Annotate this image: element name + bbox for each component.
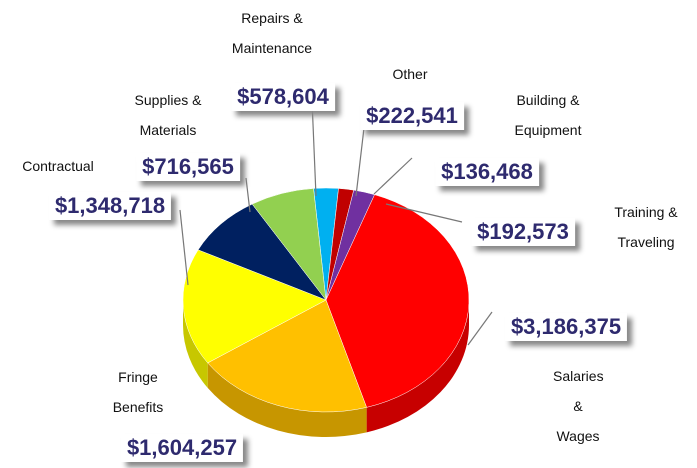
slice-side: [183, 300, 208, 388]
value-label: $192,573: [471, 218, 575, 246]
slice: [182, 249, 327, 364]
value-label: $136,468: [435, 158, 539, 186]
value-label: $1,604,257: [120, 434, 244, 462]
leader-line: [467, 311, 493, 346]
slice-label: Training & Traveling: [614, 204, 678, 250]
slice: [207, 299, 367, 413]
leader-line: [311, 99, 317, 197]
slice-side: [207, 362, 367, 437]
value-label: $3,186,375: [504, 313, 628, 341]
slice: [251, 188, 327, 301]
leader-line: [179, 209, 189, 286]
value-label: $1,348,718: [48, 192, 172, 220]
value-label: $578,604: [231, 83, 335, 111]
slice-label: Supplies & Materials: [134, 92, 202, 138]
slice-label: Building & Equipment: [514, 92, 582, 138]
slice: [197, 203, 327, 301]
slice-label: Salaries & Wages: [553, 368, 604, 444]
leader-line: [373, 157, 413, 195]
slice-label: Fringe Benefits: [112, 369, 164, 415]
slice-label: Repairs & Maintenance: [231, 10, 313, 56]
slice-label: Other: [392, 66, 428, 82]
leader-line: [355, 127, 365, 197]
slice-label: Contractual: [22, 158, 94, 174]
leader-line: [385, 203, 463, 223]
slice: [325, 194, 470, 408]
value-label: $222,541: [360, 102, 464, 130]
leader-line: [245, 177, 251, 213]
value-label: $716,565: [136, 153, 240, 181]
